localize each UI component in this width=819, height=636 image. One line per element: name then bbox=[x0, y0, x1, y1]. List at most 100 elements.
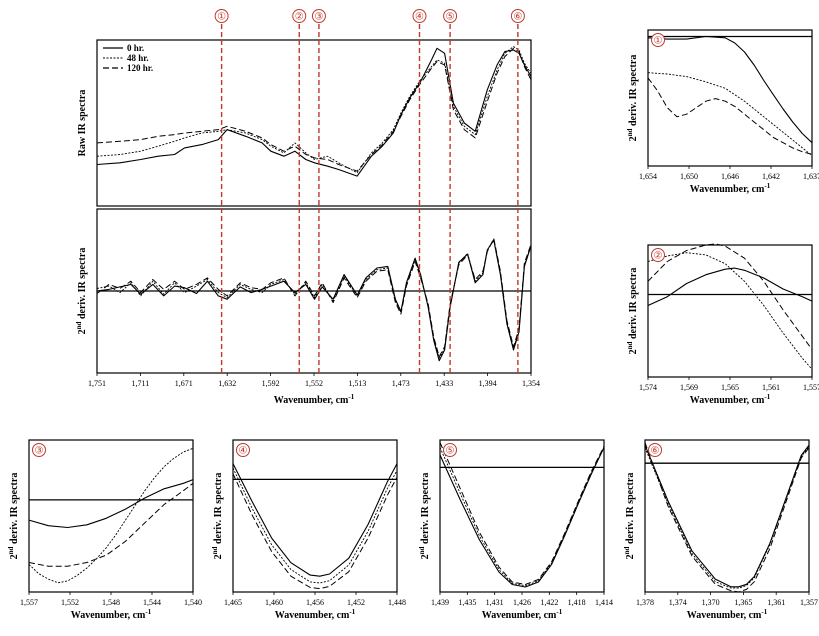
deriv-xlabel: Wavenumber, cm-1 bbox=[274, 393, 355, 406]
inset2-tick-label: 1,569 bbox=[680, 383, 698, 392]
inset4-tick-label: 1,465 bbox=[224, 598, 242, 607]
inset5-frame bbox=[439, 439, 605, 593]
inset1-ylabel: 2nd deriv. IR spectra bbox=[626, 55, 639, 142]
legend-label: 0 hr. bbox=[127, 43, 144, 53]
deriv-ylabel: 2nd deriv. IR spectra bbox=[75, 248, 88, 335]
marker-2-badge bbox=[292, 9, 307, 23]
marker-4-badge-label: ④ bbox=[415, 12, 424, 23]
inset4-tick-label: 1,448 bbox=[388, 598, 406, 607]
inset2-tick-label: 1,561 bbox=[762, 383, 780, 392]
inset4-tick-label: 1,460 bbox=[265, 598, 283, 607]
deriv-tick-label: 1,671 bbox=[175, 379, 193, 388]
legend-label: 120 hr. bbox=[127, 63, 153, 73]
inset4-ylabel: 2nd deriv. IR spectra bbox=[211, 473, 224, 560]
inset4-series-0hr bbox=[232, 463, 398, 577]
marker-6-badge bbox=[510, 9, 525, 23]
inset3-series-120hr bbox=[28, 482, 194, 567]
inset2-ylabel: 2nd deriv. IR spectra bbox=[626, 268, 639, 355]
deriv-series-48hr bbox=[96, 238, 532, 359]
inset6-badge bbox=[648, 443, 662, 457]
deriv-tick-label: 1,354 bbox=[522, 379, 540, 388]
inset6-tick-label: 1,357 bbox=[800, 598, 818, 607]
inset6-xlabel: Wavenumber, cm-1 bbox=[687, 608, 768, 621]
inset4-badge-label: ④ bbox=[239, 446, 248, 457]
inset6-ylabel: 2nd deriv. IR spectra bbox=[623, 473, 636, 560]
inset6-tick-label: 1,370 bbox=[702, 598, 720, 607]
legend-label: 48 hr. bbox=[127, 53, 149, 63]
marker-1-badge-label: ① bbox=[217, 12, 226, 23]
inset5-tick-label: 1,414 bbox=[595, 598, 613, 607]
marker-3-badge-label: ③ bbox=[314, 12, 323, 23]
inset2-series-48hr bbox=[647, 252, 813, 370]
inset5-ylabel: 2nd deriv. IR spectra bbox=[418, 473, 431, 560]
inset5-series-48hr bbox=[439, 447, 605, 587]
inset2-tick-label: 1,565 bbox=[721, 383, 739, 392]
marker-4-badge bbox=[412, 9, 427, 23]
inset2-tick-label: 1,574 bbox=[639, 383, 657, 392]
inset2-badge-label: ② bbox=[654, 251, 663, 262]
inset2-xlabel: Wavenumber, cm-1 bbox=[690, 393, 771, 406]
inset4-series-48hr bbox=[232, 467, 398, 584]
deriv-tick-label: 1,513 bbox=[348, 379, 366, 388]
inset1-series-120hr bbox=[647, 77, 813, 155]
inset5-tick-label: 1,426 bbox=[513, 598, 531, 607]
inset6-frame bbox=[644, 439, 810, 593]
inset2-frame bbox=[647, 244, 813, 378]
raw-frame bbox=[96, 39, 532, 207]
inset6-series-120hr bbox=[644, 442, 810, 593]
inset6-badge-label: ⑥ bbox=[651, 446, 660, 457]
inset6-tick-label: 1,374 bbox=[669, 598, 687, 607]
inset1-frame bbox=[647, 29, 813, 167]
inset4-tick-label: 1,456 bbox=[306, 598, 324, 607]
inset1-tick-label: 1,642 bbox=[762, 172, 780, 181]
inset5-series-0hr bbox=[439, 447, 605, 588]
raw-series-48hr bbox=[96, 46, 532, 174]
inset1-series-48hr bbox=[647, 72, 813, 156]
deriv-tick-label: 1,751 bbox=[88, 379, 106, 388]
inset1-badge bbox=[651, 33, 665, 47]
inset3-tick-label: 1,540 bbox=[184, 598, 202, 607]
inset6-series-0hr bbox=[644, 444, 810, 588]
inset1-tick-label: 1,650 bbox=[680, 172, 698, 181]
inset5-tick-label: 1,439 bbox=[431, 598, 449, 607]
inset5-tick-label: 1,431 bbox=[486, 598, 504, 607]
inset2-series-120hr bbox=[647, 243, 813, 350]
deriv-tick-label: 1,552 bbox=[305, 379, 323, 388]
deriv-series-120hr bbox=[96, 238, 532, 358]
inset1-badge-label: ① bbox=[654, 36, 663, 47]
marker-3-badge bbox=[311, 9, 326, 23]
inset6-tick-label: 1,361 bbox=[767, 598, 785, 607]
deriv-tick-label: 1,632 bbox=[218, 379, 236, 388]
deriv-tick-label: 1,394 bbox=[479, 379, 497, 388]
deriv-tick-label: 1,592 bbox=[262, 379, 280, 388]
inset5-badge-label: ⑤ bbox=[446, 446, 455, 457]
inset3-badge-label: ③ bbox=[35, 446, 44, 457]
deriv-tick-label: 1,433 bbox=[435, 379, 453, 388]
inset1-xlabel: Wavenumber, cm-1 bbox=[690, 182, 771, 195]
inset6-tick-label: 1,365 bbox=[734, 598, 752, 607]
inset4-tick-label: 1,452 bbox=[347, 598, 365, 607]
deriv-tick-label: 1,473 bbox=[392, 379, 410, 388]
inset2-badge bbox=[651, 248, 665, 262]
inset4-xlabel: Wavenumber, cm-1 bbox=[275, 608, 356, 621]
inset3-tick-label: 1,544 bbox=[143, 598, 161, 607]
inset3-tick-label: 1,552 bbox=[61, 598, 79, 607]
raw-series-0hr bbox=[96, 47, 532, 177]
raw-ylabel: Raw IR spectra bbox=[77, 90, 88, 157]
inset3-series-0hr bbox=[28, 479, 194, 529]
inset1-tick-label: 1,646 bbox=[721, 172, 739, 181]
inset6-series-48hr bbox=[644, 446, 810, 589]
deriv-series-0hr bbox=[96, 239, 532, 362]
inset5-tick-label: 1,435 bbox=[458, 598, 476, 607]
inset1-tick-label: 1,637 bbox=[803, 172, 819, 181]
inset6-tick-label: 1,378 bbox=[636, 598, 654, 607]
marker-5-badge-label: ⑤ bbox=[446, 12, 455, 23]
inset5-tick-label: 1,422 bbox=[540, 598, 558, 607]
inset2-series-0hr bbox=[647, 267, 813, 307]
raw-series-120hr bbox=[96, 47, 532, 172]
inset3-badge bbox=[32, 443, 46, 457]
inset4-badge bbox=[236, 443, 250, 457]
inset3-tick-label: 1,548 bbox=[102, 598, 120, 607]
